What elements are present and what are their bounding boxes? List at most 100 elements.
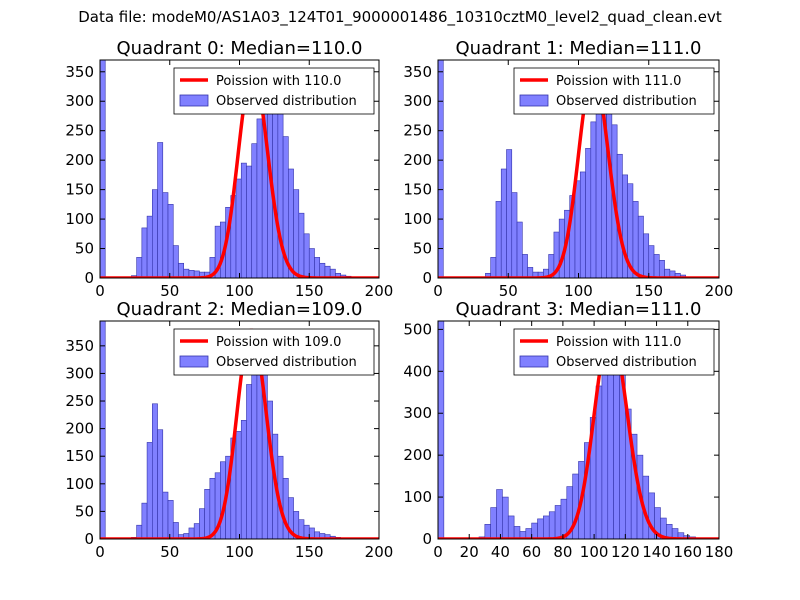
legend-label-observed: Observed distribution — [216, 94, 357, 109]
legend-label-poisson: Poission with 111.0 — [556, 335, 681, 350]
x-tick-label: 80 — [553, 543, 572, 561]
histogram-bar — [167, 500, 174, 539]
histogram-bar — [199, 508, 205, 539]
histogram-bar — [513, 526, 521, 539]
legend-label-observed: Observed distribution — [556, 94, 697, 109]
histogram-bar — [319, 262, 326, 278]
histogram-bar — [298, 212, 305, 278]
panel-3: 0 20 40 60 80 100 120 140 160 1800100200300400500… — [403, 299, 733, 561]
y-tick-label: 50 — [75, 240, 94, 258]
y-tick-label: 200 — [65, 151, 94, 169]
x-tick-label: 150 — [295, 543, 324, 561]
histogram-bar — [585, 148, 592, 278]
histogram-bar — [141, 227, 148, 278]
panel-0: 0 50 100 150 200 0 50 100 150 200 250 300 350 Quadran… — [65, 38, 393, 300]
histogram-bar — [193, 523, 200, 539]
histogram-bar — [314, 257, 321, 278]
histogram-bar — [613, 358, 620, 539]
legend-bar-swatch — [179, 355, 209, 368]
histogram-bar — [235, 431, 242, 539]
histogram-bar — [136, 524, 143, 539]
histogram-bar — [303, 233, 310, 278]
y-tick-label: 0 — [84, 530, 94, 548]
histogram-bar — [495, 201, 502, 278]
poisson-curve — [100, 328, 379, 539]
x-tick-label: 50 — [160, 282, 179, 300]
legend: Poission with 111.0 Observed distribution — [513, 328, 715, 376]
legend-label-poisson: Poission with 110.0 — [216, 74, 341, 89]
x-tick-label: 0 — [433, 282, 443, 300]
histogram-bar — [595, 100, 602, 278]
histogram-bar — [136, 257, 143, 278]
x-tick-label: 120 — [611, 543, 640, 561]
y-tick-label: 200 — [65, 420, 94, 438]
histogram-bar — [157, 429, 164, 539]
histogram-bar — [548, 511, 556, 539]
histogram-bar — [648, 245, 655, 278]
x-tick-label: 200 — [365, 543, 394, 561]
x-tick-label: 20 — [460, 543, 479, 561]
y-tick-label: 100 — [65, 210, 94, 228]
histogram-bar — [157, 142, 164, 278]
x-tick-label: 150 — [295, 282, 324, 300]
histogram-bar — [543, 515, 550, 539]
y-tick-label: 100 — [65, 475, 94, 493]
histogram-bar — [152, 189, 158, 278]
histogram-bar — [240, 420, 247, 539]
histogram-bar — [204, 489, 211, 539]
histogram-bar — [246, 165, 253, 278]
histogram-bar — [256, 118, 263, 278]
poisson-curve — [438, 70, 719, 278]
panel-title: Quadrant 1: Median=111.0 — [456, 38, 702, 59]
y-tick-label: 50 — [75, 502, 94, 520]
histogram-bar — [308, 248, 315, 278]
histogram-bar — [246, 384, 253, 539]
histogram-bar — [637, 215, 644, 278]
histogram-bar — [632, 201, 639, 278]
legend-bar-swatch — [519, 94, 549, 107]
histogram-bar — [601, 360, 609, 539]
y-tick-label: 300 — [65, 92, 94, 110]
x-tick-label: 100 — [225, 282, 254, 300]
histogram-bar — [100, 321, 106, 539]
histogram-bar — [162, 192, 169, 278]
y-tick-label: 350 — [65, 337, 94, 355]
y-tick-label: 500 — [403, 320, 432, 338]
x-tick-label: 100 — [225, 543, 254, 561]
x-tick-label: 150 — [634, 282, 663, 300]
y-tick-label: 300 — [65, 364, 94, 382]
histogram-bar — [324, 265, 331, 278]
y-tick-label: 300 — [403, 92, 432, 110]
figure-suptitle: Data file: modeM0/AS1A03_124T01_90000014… — [78, 8, 722, 26]
histogram-bar — [500, 168, 507, 278]
x-tick-label: 140 — [642, 543, 671, 561]
histogram-bar — [251, 143, 258, 278]
legend-bar-swatch — [179, 94, 209, 107]
histogram-bar — [560, 498, 568, 539]
x-tick-label: 0 — [95, 282, 105, 300]
y-tick-label: 100 — [403, 488, 432, 506]
x-tick-label: 160 — [673, 543, 702, 561]
x-tick-label: 0 — [95, 543, 105, 561]
histogram-bar — [167, 204, 174, 278]
legend: Poission with 109.0 Observed distribution — [173, 328, 375, 376]
y-tick-label: 250 — [65, 122, 94, 140]
legend: Poission with 111.0 Observed distribution — [513, 67, 715, 115]
histogram-bar — [653, 254, 660, 278]
y-tick-label: 250 — [65, 392, 94, 410]
histogram-bar — [574, 180, 581, 278]
histogram-bar — [502, 496, 509, 539]
x-tick-label: 50 — [499, 282, 518, 300]
histogram-bar — [172, 522, 179, 539]
histogram-bar — [643, 233, 650, 278]
histogram-bar — [554, 505, 562, 539]
histogram-bar — [490, 257, 497, 278]
histogram-bar — [521, 254, 528, 278]
histogram-bar — [537, 518, 544, 539]
legend-label-observed: Observed distribution — [216, 355, 357, 370]
legend-label-observed: Observed distribution — [556, 355, 697, 370]
histogram-bar — [438, 60, 444, 278]
histogram-bar — [152, 403, 158, 539]
legend-label-poisson: Poission with 111.0 — [556, 74, 681, 89]
y-tick-label: 0 — [422, 530, 432, 548]
